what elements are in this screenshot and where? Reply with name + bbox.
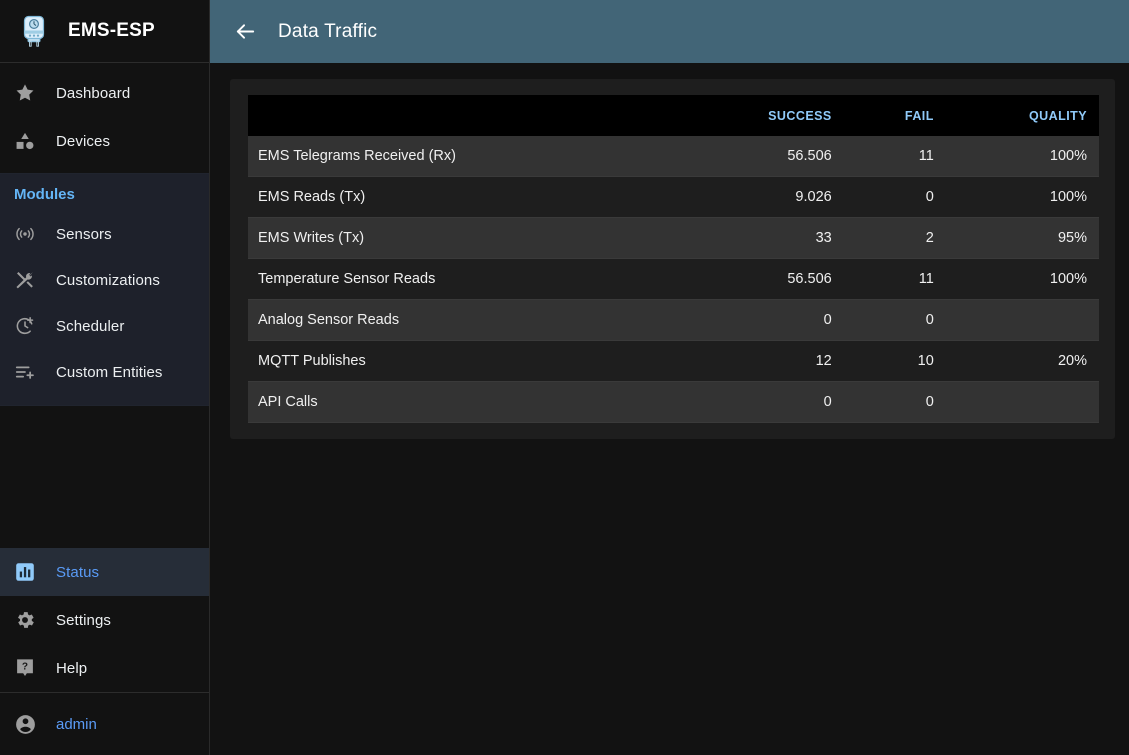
sensor-broadcast-icon bbox=[14, 223, 56, 245]
sidebar-item-label: Sensors bbox=[56, 225, 112, 243]
sidebar-bottom-group: Status Settings ? Help bbox=[0, 548, 209, 755]
cell-quality: 100% bbox=[945, 176, 1099, 218]
bar-chart-icon bbox=[14, 561, 56, 583]
data-traffic-table: SUCCESS FAIL QUALITY EMS Telegrams Recei… bbox=[248, 95, 1099, 423]
column-header-quality: QUALITY bbox=[945, 95, 1099, 136]
sidebar-item-label: Custom Entities bbox=[56, 363, 163, 381]
sidebar-user-row[interactable]: admin bbox=[0, 693, 209, 755]
cell-name: Temperature Sensor Reads bbox=[248, 258, 691, 300]
table-row: EMS Reads (Tx) 9.026 0 100% bbox=[248, 176, 1099, 218]
cell-success: 12 bbox=[690, 340, 844, 382]
cell-name: MQTT Publishes bbox=[248, 340, 691, 382]
sidebar-item-help[interactable]: ? Help bbox=[0, 644, 209, 692]
cell-quality: 95% bbox=[945, 217, 1099, 259]
sidebar-item-label: Status bbox=[56, 563, 100, 581]
brand-title: EMS-ESP bbox=[68, 20, 155, 41]
star-icon bbox=[14, 82, 56, 104]
sidebar-item-scheduler[interactable]: Scheduler bbox=[0, 303, 209, 349]
app-bar: Data Traffic bbox=[210, 0, 1129, 63]
cell-name: EMS Reads (Tx) bbox=[248, 176, 691, 218]
sidebar-item-devices[interactable]: Devices bbox=[0, 117, 209, 165]
table-header: SUCCESS FAIL QUALITY bbox=[248, 95, 1099, 136]
cell-name: Analog Sensor Reads bbox=[248, 299, 691, 341]
sidebar-item-status[interactable]: Status bbox=[0, 548, 209, 596]
sidebar-item-sensors[interactable]: Sensors bbox=[0, 211, 209, 257]
sidebar-divider bbox=[0, 692, 209, 693]
sidebar-item-label: Customizations bbox=[56, 271, 160, 289]
sidebar-item-settings[interactable]: Settings bbox=[0, 596, 209, 644]
cell-success: 33 bbox=[690, 217, 844, 259]
main-area: Data Traffic SUCCESS FAIL QUALITY bbox=[210, 0, 1129, 755]
data-traffic-card: SUCCESS FAIL QUALITY EMS Telegrams Recei… bbox=[230, 79, 1115, 439]
sidebar-item-customizations[interactable]: Customizations bbox=[0, 257, 209, 303]
cell-fail: 0 bbox=[843, 381, 946, 423]
table-row: Analog Sensor Reads 0 0 bbox=[248, 299, 1099, 341]
column-header-name bbox=[248, 95, 691, 136]
cell-fail: 0 bbox=[843, 299, 946, 341]
table-row: MQTT Publishes 12 10 20% bbox=[248, 340, 1099, 382]
cell-fail: 2 bbox=[843, 217, 946, 259]
tools-icon bbox=[14, 269, 56, 291]
sidebar-item-label: Settings bbox=[56, 611, 111, 629]
clock-plus-icon bbox=[14, 315, 56, 337]
svg-text:?: ? bbox=[22, 661, 28, 672]
sidebar-spacer bbox=[0, 406, 209, 548]
cell-success: 9.026 bbox=[690, 176, 844, 218]
cell-quality: 20% bbox=[945, 340, 1099, 382]
cell-name: API Calls bbox=[248, 381, 691, 423]
cell-success: 56.506 bbox=[690, 136, 844, 177]
cell-quality: 100% bbox=[945, 258, 1099, 300]
content-area: SUCCESS FAIL QUALITY EMS Telegrams Recei… bbox=[210, 63, 1129, 755]
table-row: Temperature Sensor Reads 56.506 11 100% bbox=[248, 258, 1099, 300]
sidebar-item-label: Help bbox=[56, 659, 88, 677]
gear-icon bbox=[14, 609, 56, 631]
brand-header: EMS-ESP bbox=[0, 0, 209, 63]
cell-fail: 11 bbox=[843, 258, 946, 300]
sidebar-top-group: Dashboard Devices bbox=[0, 63, 209, 173]
cell-name: EMS Writes (Tx) bbox=[248, 217, 691, 259]
cell-success: 0 bbox=[690, 381, 844, 423]
column-header-success: SUCCESS bbox=[690, 95, 844, 136]
cell-fail: 10 bbox=[843, 340, 946, 382]
sidebar-item-label: Devices bbox=[56, 132, 111, 150]
cell-quality bbox=[945, 381, 1099, 423]
table-row: API Calls 0 0 bbox=[248, 381, 1099, 423]
sidebar-item-custom-entities[interactable]: Custom Entities bbox=[0, 349, 209, 395]
sidebar-item-label: Scheduler bbox=[56, 317, 125, 335]
cell-success: 56.506 bbox=[690, 258, 844, 300]
sidebar: EMS-ESP Dashboard bbox=[0, 0, 210, 755]
column-header-fail: FAIL bbox=[843, 95, 946, 136]
modules-section-header: Modules bbox=[14, 186, 75, 203]
table-row: EMS Writes (Tx) 33 2 95% bbox=[248, 217, 1099, 259]
shapes-icon bbox=[14, 130, 56, 152]
sidebar-user-label: admin bbox=[56, 715, 97, 733]
table-body: EMS Telegrams Received (Rx) 56.506 11 10… bbox=[248, 136, 1099, 423]
cell-quality: 100% bbox=[945, 136, 1099, 177]
sidebar-item-dashboard[interactable]: Dashboard bbox=[0, 69, 209, 117]
cell-fail: 0 bbox=[843, 176, 946, 218]
cell-name: EMS Telegrams Received (Rx) bbox=[248, 136, 691, 177]
list-plus-icon bbox=[14, 361, 56, 383]
sidebar-item-label: Dashboard bbox=[56, 84, 131, 102]
page-title: Data Traffic bbox=[278, 20, 378, 42]
boiler-icon bbox=[14, 9, 54, 53]
arrow-left-icon[interactable] bbox=[230, 17, 260, 47]
cell-fail: 11 bbox=[843, 136, 946, 177]
cell-quality bbox=[945, 299, 1099, 341]
account-circle-icon bbox=[14, 713, 56, 736]
sidebar-modules-group: Modules Sensors bbox=[0, 173, 209, 406]
question-mark-icon: ? bbox=[14, 657, 56, 679]
table-header-row: SUCCESS FAIL QUALITY bbox=[248, 95, 1099, 136]
table-row: EMS Telegrams Received (Rx) 56.506 11 10… bbox=[248, 136, 1099, 177]
cell-success: 0 bbox=[690, 299, 844, 341]
